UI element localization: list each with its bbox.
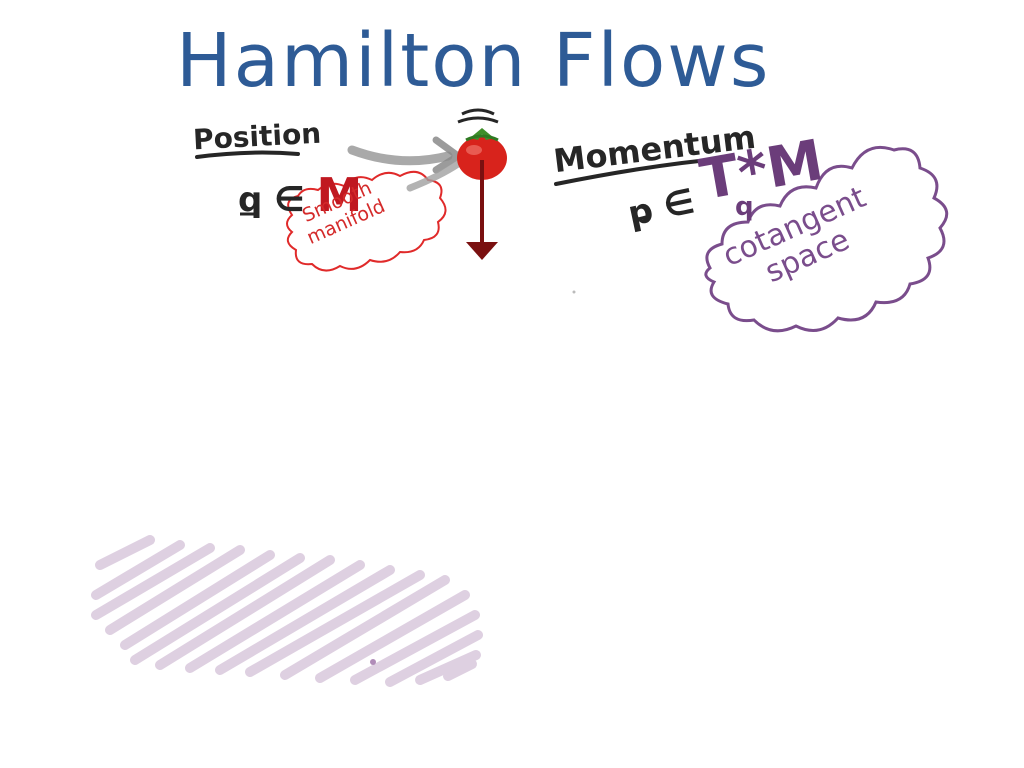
momentum-expression: p ∈ — [624, 181, 699, 235]
position-label: Position — [192, 116, 322, 157]
down-arrow-icon — [466, 160, 498, 260]
manifold-symbol: M — [316, 168, 363, 222]
position-expression: q ∈ M — [238, 168, 362, 222]
scribble-dot — [370, 659, 376, 665]
stray-dot — [572, 290, 576, 294]
purple-scribble — [91, 535, 483, 687]
motion-lines — [457, 108, 499, 124]
tomato-icon — [457, 128, 507, 180]
q-in-text: q ∈ — [238, 180, 317, 220]
page-title: Hamilton Flows — [176, 18, 771, 104]
cotangent-subscript: q — [735, 192, 754, 222]
